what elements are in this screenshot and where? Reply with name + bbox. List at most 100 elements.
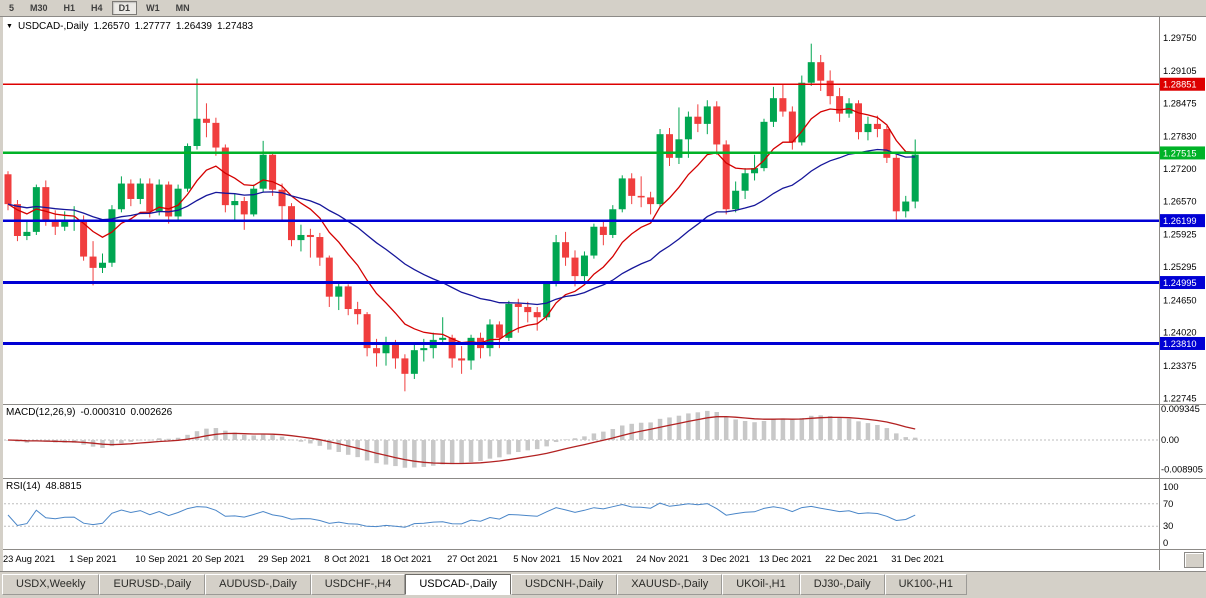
macd-signal-line bbox=[7, 415, 916, 465]
candle-body bbox=[240, 201, 248, 215]
tab-usdcnh-daily[interactable]: USDCNH-,Daily bbox=[510, 574, 618, 595]
macd-bar bbox=[714, 412, 719, 440]
date-axis-label: 18 Oct 2021 bbox=[381, 554, 432, 564]
macd-bar bbox=[695, 412, 701, 440]
macd-bar bbox=[525, 440, 530, 451]
candle-body bbox=[306, 234, 314, 238]
axis-corner-button[interactable] bbox=[1184, 552, 1204, 568]
macd-bar bbox=[128, 440, 134, 442]
macd-bar bbox=[629, 423, 634, 440]
price-axis-label: 1.25295 bbox=[1163, 262, 1197, 272]
macd-bar bbox=[204, 428, 209, 440]
macd-bar bbox=[166, 438, 171, 440]
close-value: 1.27483 bbox=[216, 21, 254, 32]
ma-fast-line bbox=[7, 108, 916, 344]
macd-indicator-label: MACD(12,26,9) -0.000310 0.002626 bbox=[6, 407, 177, 418]
macd-bar bbox=[620, 425, 625, 440]
candle-body bbox=[599, 226, 607, 235]
high-value: 1.27777 bbox=[134, 21, 171, 32]
macd-bar bbox=[374, 440, 379, 464]
macd-bar bbox=[412, 440, 417, 468]
candle-body bbox=[675, 139, 683, 158]
date-axis-label: 3 Dec 2021 bbox=[702, 554, 750, 564]
candle-body bbox=[807, 62, 815, 83]
candle-body bbox=[373, 348, 381, 354]
candle-body bbox=[297, 234, 305, 241]
candle-body bbox=[647, 197, 655, 205]
price-level-badge-label: 1.24995 bbox=[1163, 278, 1197, 288]
macd-bar bbox=[790, 419, 795, 440]
candle-body bbox=[136, 183, 144, 199]
macd-main-value: -0.000310 bbox=[80, 407, 126, 418]
candle-body bbox=[23, 231, 31, 236]
timeframe-h4[interactable]: H4 bbox=[91, 3, 103, 13]
timeframe-d1[interactable]: D1 bbox=[111, 1, 138, 15]
macd-bar bbox=[383, 440, 389, 465]
macd-bar bbox=[534, 440, 540, 450]
date-axis-label: 13 Dec 2021 bbox=[759, 554, 812, 564]
tab-usdcad-daily[interactable]: USDCAD-,Daily bbox=[405, 574, 511, 595]
candle-body bbox=[117, 183, 125, 210]
candle-body bbox=[259, 154, 267, 189]
candle-body bbox=[656, 134, 664, 205]
date-axis-label: 27 Oct 2021 bbox=[447, 554, 498, 564]
tab-uk100-h1[interactable]: UK100-,H1 bbox=[884, 574, 968, 595]
candle-body bbox=[458, 358, 466, 361]
tab-usdchf-h4[interactable]: USDCHF-,H4 bbox=[310, 574, 406, 595]
price-level-badge bbox=[1160, 276, 1205, 290]
candle-body bbox=[269, 154, 277, 190]
macd-bar bbox=[771, 419, 776, 440]
timeframe-h1[interactable]: H1 bbox=[63, 3, 76, 13]
price-axis-label: 1.27200 bbox=[1163, 164, 1197, 174]
macd-bar bbox=[601, 431, 606, 440]
price-axis-label: 1.25925 bbox=[1163, 230, 1197, 240]
tab-xauusd-daily[interactable]: XAUUSD-,Daily bbox=[617, 574, 723, 595]
timeframe-w1[interactable]: W1 bbox=[146, 3, 160, 13]
rsi-value: 48.8815 bbox=[45, 481, 82, 492]
candle-body bbox=[826, 80, 834, 97]
tab-audusd-daily[interactable]: AUDUSD-,Daily bbox=[205, 574, 311, 595]
candle-body bbox=[779, 98, 787, 112]
candle-body bbox=[543, 283, 551, 318]
price-axis-label: 1.22745 bbox=[1163, 393, 1197, 403]
macd-bar bbox=[506, 440, 512, 455]
candle-body bbox=[193, 118, 201, 146]
candle-body bbox=[855, 103, 862, 133]
macd-bar bbox=[903, 437, 908, 440]
timeframe-5[interactable]: 5 bbox=[9, 3, 15, 13]
macd-bar bbox=[345, 440, 351, 455]
macd-bar bbox=[884, 428, 890, 440]
macd-bar bbox=[497, 440, 502, 458]
timeframe-m30[interactable]: M30 bbox=[30, 3, 48, 13]
candle-body bbox=[155, 184, 163, 212]
macd-bar bbox=[308, 440, 313, 444]
candle-body bbox=[514, 303, 522, 307]
candle-body bbox=[505, 303, 513, 338]
candle-body bbox=[666, 134, 673, 158]
price-level-badge-label: 1.26199 bbox=[1163, 216, 1197, 226]
macd-bar bbox=[856, 421, 861, 440]
tab-usdx-weekly[interactable]: USDX,Weekly bbox=[2, 574, 100, 595]
candle-body bbox=[108, 209, 116, 263]
ma-slow-line bbox=[7, 148, 916, 306]
candle-body bbox=[212, 122, 220, 148]
candle-body bbox=[817, 62, 825, 81]
macd-bar bbox=[289, 439, 294, 441]
macd-axis-label: 0.00 bbox=[1161, 435, 1179, 445]
candle-body bbox=[391, 345, 399, 359]
tab-eurusd-daily[interactable]: EURUSD-,Daily bbox=[99, 574, 206, 595]
candle-body bbox=[694, 116, 702, 124]
candle-body bbox=[80, 219, 88, 257]
candle-body bbox=[202, 118, 210, 123]
candle-body bbox=[571, 257, 579, 277]
candle-body bbox=[836, 96, 844, 114]
macd-bar bbox=[761, 420, 767, 440]
date-axis-label: 23 Aug 2021 bbox=[3, 554, 55, 564]
tab-dj30-daily[interactable]: DJ30-,Daily bbox=[799, 574, 885, 595]
timeframe-mn[interactable]: MN bbox=[175, 3, 190, 13]
macd-bar bbox=[138, 439, 143, 441]
tab-ukoil-h1[interactable]: UKOil-,H1 bbox=[722, 574, 800, 595]
candle-body bbox=[363, 314, 371, 349]
